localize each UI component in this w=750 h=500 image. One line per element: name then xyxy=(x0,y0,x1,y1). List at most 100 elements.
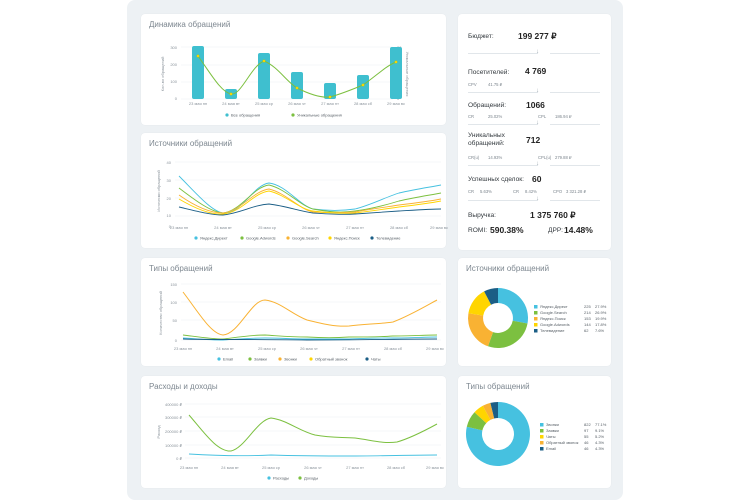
pie-src-swatch-4 xyxy=(534,329,538,333)
pie-src-slice-0[interactable] xyxy=(498,288,529,324)
exp-x-2: 25 мая ср xyxy=(262,465,281,470)
dyn-bar-1[interactable] xyxy=(192,46,204,99)
dyn-legend-dot-unique xyxy=(291,113,295,117)
separator xyxy=(550,92,600,93)
exp-legend-0[interactable]: Расходы xyxy=(273,476,289,481)
src-x-4: 27 мая пт xyxy=(346,225,364,230)
pie-types-slice-4[interactable] xyxy=(490,401,498,419)
cpv-label: CPV xyxy=(468,82,477,87)
pie-types-count-4: 46 xyxy=(584,446,589,451)
dyn-bar-6[interactable] xyxy=(357,75,369,99)
dyn-ltick-1: 200 xyxy=(170,62,177,67)
pie-types-count-2: 55 xyxy=(584,434,589,439)
drr-value: 14.48% xyxy=(564,225,593,235)
exp-x-5: 28 мая сб xyxy=(387,465,406,470)
src-legend-1[interactable]: Google.Adwords xyxy=(246,236,276,241)
types-x-6: 29 мая вс xyxy=(426,346,444,351)
types-legend-1[interactable]: Заявки xyxy=(254,357,267,362)
romi-label: ROMI: xyxy=(468,227,488,234)
exp-ytick-3: 100000 ₽ xyxy=(165,443,182,448)
src-legend-0[interactable]: Яндекс.Директ xyxy=(200,236,228,241)
pie-types-count-3: 46 xyxy=(584,440,589,445)
cru-value: 14.93% xyxy=(488,155,503,160)
deals-value: 60 xyxy=(532,174,542,184)
dyn-ltick-2: 100 xyxy=(170,79,177,84)
pie-src-swatch-1 xyxy=(534,311,538,315)
unique-value: 712 xyxy=(526,135,541,145)
src-legend-dot-0 xyxy=(194,236,198,240)
requests-value: 1066 xyxy=(526,100,545,110)
pie-src-pct-3: 17.8% xyxy=(595,322,607,327)
pie-types-slice-2[interactable] xyxy=(474,405,491,424)
pie-src-swatch-2 xyxy=(534,317,538,321)
pie-src-name-2: Яндекс.Поиск xyxy=(540,316,566,321)
pie-types-slice-1[interactable] xyxy=(466,412,487,431)
down-arrow-icon: ↓ xyxy=(536,120,539,126)
exp-legend-1[interactable]: Доходы xyxy=(304,476,318,481)
src-legend-4[interactable]: Телевидение xyxy=(376,236,401,241)
types-line-calls xyxy=(182,291,438,336)
types-x-5: 28 мая сб xyxy=(384,346,403,351)
src-legend-3[interactable]: Яндекс.Поиск xyxy=(334,236,360,241)
src-ytick-4: 0 xyxy=(169,224,172,229)
cpl-label: CPL xyxy=(538,114,547,119)
separator xyxy=(550,165,600,166)
expenses-title: Расходы и доходы xyxy=(149,382,218,391)
types-legend-3[interactable]: Обратный звонок xyxy=(315,357,348,362)
dyn-bar-4[interactable] xyxy=(291,72,303,99)
dyn-ltick-0: 300 xyxy=(170,45,177,50)
dyn-x-4: 27 мая пт xyxy=(321,101,339,106)
pie-src-swatch-0 xyxy=(534,305,538,309)
exp-x-1: 24 мая вт xyxy=(221,465,239,470)
revenue-label: Выручка: xyxy=(468,212,496,219)
types-ytick-3: 0 xyxy=(175,338,178,343)
types-legend-4[interactable]: Чаты xyxy=(371,357,381,362)
types-line-email xyxy=(182,336,438,341)
pie-src-slice-1[interactable] xyxy=(488,320,528,349)
cru-label: CR(u) xyxy=(468,155,480,160)
pie-types-card: Типы обращений Звонки 822 77.1% Заявки 9… xyxy=(458,376,611,488)
dyn-legend-unique[interactable]: Уникальные обращения xyxy=(297,113,342,118)
dyn-bar-7[interactable] xyxy=(390,47,402,99)
pie-src-count-2: 153 xyxy=(584,316,591,321)
pie-sources-card: Источники обращений Яндекс.Директ 225 27… xyxy=(458,258,611,366)
pie-types-pct-4: 4.3% xyxy=(595,446,605,451)
types-legend-0[interactable]: Email xyxy=(223,357,233,362)
romi-value: 590.38% xyxy=(490,225,524,235)
pie-types-slice-3[interactable] xyxy=(482,402,495,420)
pie-src-slice-2[interactable] xyxy=(468,313,493,347)
pie-src-pct-0: 27.9% xyxy=(595,304,607,309)
types-x-4: 27 мая пт xyxy=(342,346,360,351)
src-legend-2[interactable]: Google.Search xyxy=(292,236,319,241)
dyn-x-0: 23 мая пн xyxy=(189,101,207,106)
dyn-ylabel-left: Кол-во обращений xyxy=(160,57,165,92)
drr-label: ДРР: xyxy=(548,227,563,234)
exp-legend-dot-0 xyxy=(267,476,271,480)
src-line-tv xyxy=(178,203,442,216)
separator xyxy=(468,124,538,125)
dyn-bar-5[interactable] xyxy=(324,83,336,99)
down-arrow-icon: ↓ xyxy=(536,88,539,94)
pie-types-slice-0[interactable] xyxy=(465,402,530,466)
down-arrow-icon: ↓ xyxy=(536,161,539,167)
pie-src-pct-2: 19.9% xyxy=(595,316,607,321)
exp-ylabel: Расход xyxy=(156,425,161,439)
separator xyxy=(468,92,538,93)
pie-types-title: Типы обращений xyxy=(466,382,530,391)
pie-src-slice-4[interactable] xyxy=(484,288,498,305)
cr2-label: CR xyxy=(468,189,475,194)
dyn-bar-3[interactable] xyxy=(258,53,270,99)
pie-types-name-1: Заявки xyxy=(546,428,559,433)
exp-ytick-0: 400000 ₽ xyxy=(165,402,182,407)
types-legend-2[interactable]: Звонки xyxy=(284,357,297,362)
src-ytick-1: 30 xyxy=(167,178,172,183)
types-legend-dot-3 xyxy=(309,357,313,361)
pie-types-name-2: Чаты xyxy=(546,434,556,439)
pie-src-slice-3[interactable] xyxy=(468,291,492,316)
dyn-legend-all[interactable]: Все обращения xyxy=(231,113,260,118)
exp-x-4: 27 мая пт xyxy=(346,465,364,470)
src-x-2: 25 мая ср xyxy=(258,225,277,230)
types-x-0: 23 мая пн xyxy=(174,346,192,351)
pie-src-count-4: 62 xyxy=(584,328,589,333)
types-card: Типы обращений 150 100 50 0 Количество о… xyxy=(141,258,446,366)
